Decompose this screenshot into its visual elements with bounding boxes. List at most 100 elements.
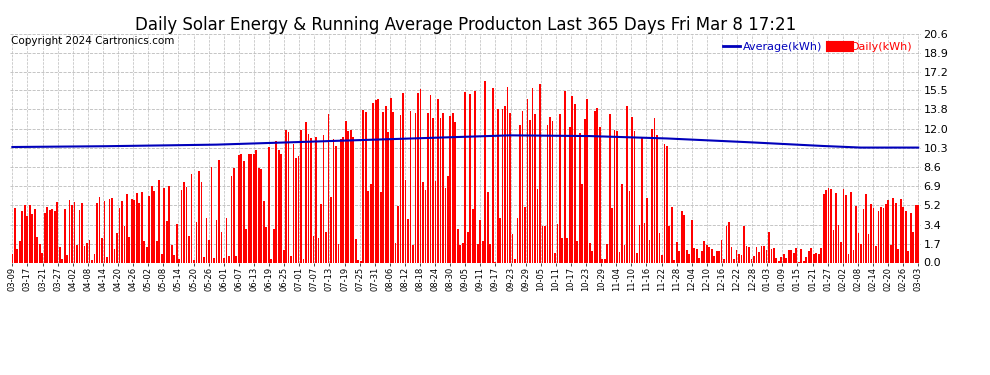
Bar — [201, 182, 202, 262]
Bar — [816, 252, 817, 262]
Bar — [188, 236, 190, 262]
Bar — [246, 229, 248, 262]
Bar — [833, 230, 835, 262]
Bar — [601, 259, 603, 262]
Bar — [260, 169, 262, 262]
Bar — [753, 256, 754, 262]
Bar — [724, 259, 725, 262]
Bar — [382, 112, 384, 262]
Bar — [447, 176, 448, 262]
Bar — [885, 204, 887, 262]
Bar — [462, 243, 463, 262]
Bar — [372, 103, 374, 262]
Bar — [517, 219, 519, 262]
Bar — [165, 221, 167, 262]
Bar — [116, 233, 118, 262]
Bar — [842, 189, 844, 262]
Bar — [407, 219, 409, 262]
Bar — [208, 240, 210, 262]
Bar — [129, 237, 131, 262]
Bar — [489, 244, 491, 262]
Bar — [442, 112, 444, 262]
Bar — [191, 174, 192, 262]
Bar — [163, 189, 165, 262]
Bar — [836, 193, 837, 262]
Bar — [688, 254, 690, 262]
Bar — [196, 222, 197, 262]
Bar — [68, 200, 70, 262]
Bar — [459, 245, 461, 262]
Bar — [94, 254, 95, 262]
Bar — [216, 220, 218, 262]
Bar — [144, 241, 146, 262]
Bar — [293, 144, 294, 262]
Bar — [34, 209, 36, 262]
Bar — [449, 116, 451, 262]
Bar — [171, 245, 172, 262]
Bar — [504, 106, 506, 262]
Bar — [591, 251, 593, 262]
Bar — [352, 137, 354, 262]
Bar — [422, 182, 424, 262]
Bar — [148, 196, 150, 262]
Bar — [362, 110, 364, 262]
Bar — [713, 256, 715, 262]
Bar — [614, 130, 616, 262]
Bar — [908, 251, 909, 262]
Bar — [288, 132, 289, 262]
Bar — [37, 237, 39, 262]
Bar — [73, 202, 75, 262]
Bar — [27, 216, 28, 262]
Bar — [153, 190, 155, 262]
Bar — [198, 171, 200, 262]
Bar — [183, 182, 185, 262]
Bar — [686, 250, 688, 262]
Bar — [325, 232, 327, 262]
Bar — [487, 192, 489, 262]
Bar — [838, 225, 840, 262]
Bar — [913, 232, 914, 262]
Bar — [176, 224, 177, 262]
Bar — [681, 211, 683, 262]
Bar — [355, 239, 356, 262]
Bar — [639, 225, 641, 262]
Bar — [507, 87, 509, 262]
Bar — [360, 261, 361, 262]
Bar — [42, 253, 44, 262]
Bar — [417, 93, 419, 262]
Bar — [564, 91, 565, 262]
Bar — [66, 255, 68, 262]
Bar — [397, 206, 399, 262]
Bar — [181, 190, 182, 262]
Bar — [63, 209, 65, 262]
Bar — [12, 254, 13, 262]
Text: Copyright 2024 Cartronics.com: Copyright 2024 Cartronics.com — [11, 36, 174, 46]
Bar — [731, 247, 733, 262]
Bar — [99, 197, 100, 262]
Bar — [280, 154, 282, 262]
Bar — [627, 106, 628, 262]
Bar — [826, 189, 827, 262]
Bar — [106, 257, 108, 262]
Bar — [857, 233, 859, 262]
Bar — [673, 260, 675, 262]
Bar — [653, 118, 655, 262]
Bar — [549, 117, 550, 262]
Bar — [872, 208, 874, 262]
Bar — [370, 184, 371, 262]
Bar — [818, 254, 820, 262]
Bar — [841, 242, 842, 262]
Bar — [61, 259, 63, 262]
Bar — [285, 130, 287, 262]
Bar — [788, 251, 790, 262]
Bar — [790, 250, 792, 262]
Bar — [367, 191, 369, 262]
Bar — [278, 150, 279, 262]
Bar — [248, 154, 249, 262]
Bar — [540, 84, 541, 262]
Bar — [527, 99, 529, 262]
Bar — [380, 192, 381, 262]
Bar — [519, 124, 521, 262]
Bar — [671, 207, 673, 262]
Bar — [862, 209, 864, 262]
